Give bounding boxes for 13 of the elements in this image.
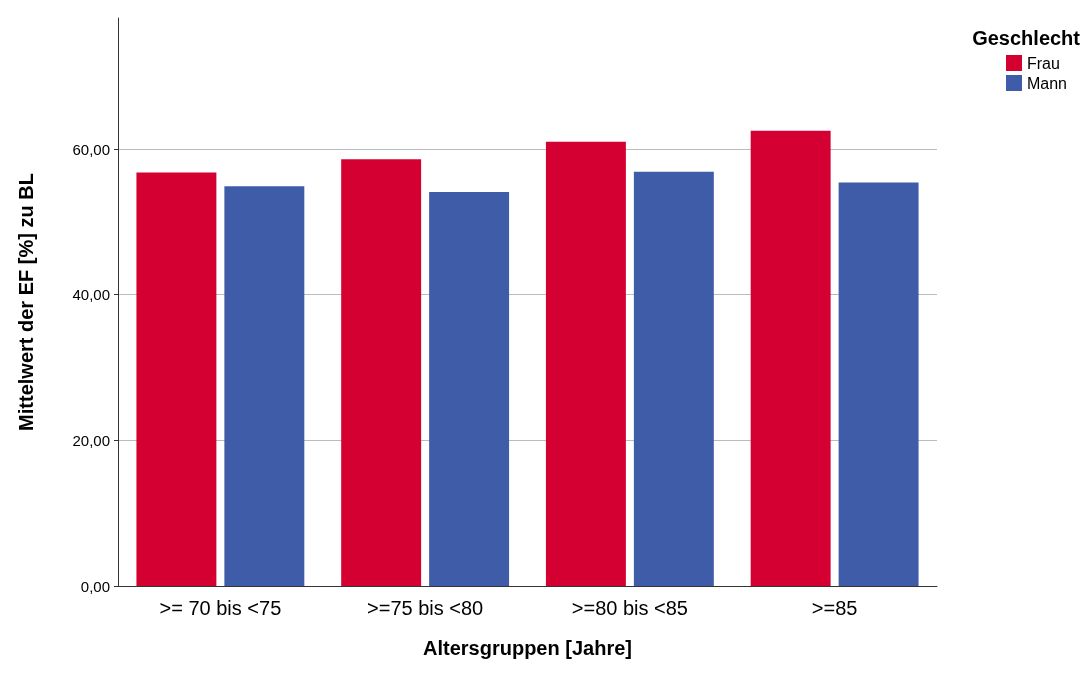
y-tick-label: 20,00 [72, 431, 110, 449]
x-tick-label: >= 70 bis <75 [159, 597, 282, 619]
y-tick-label: 60,00 [72, 140, 110, 158]
x-tick-label: >=85 [811, 597, 858, 619]
x-axis-title: Altersgruppen [Jahre] [423, 637, 632, 659]
y-tick-label: 40,00 [72, 286, 110, 304]
legend-label: Mann [1026, 74, 1068, 92]
x-tick-label: >=80 bis <85 [571, 597, 688, 619]
y-axis-title: Mittelwert der EF [%] zu BL [15, 173, 37, 431]
x-tick-label: >=75 bis <80 [367, 597, 484, 619]
legend-title: Geschlecht [972, 27, 1081, 49]
legend-label: Frau [1026, 54, 1060, 72]
y-tick-label: 0,00 [80, 577, 110, 595]
